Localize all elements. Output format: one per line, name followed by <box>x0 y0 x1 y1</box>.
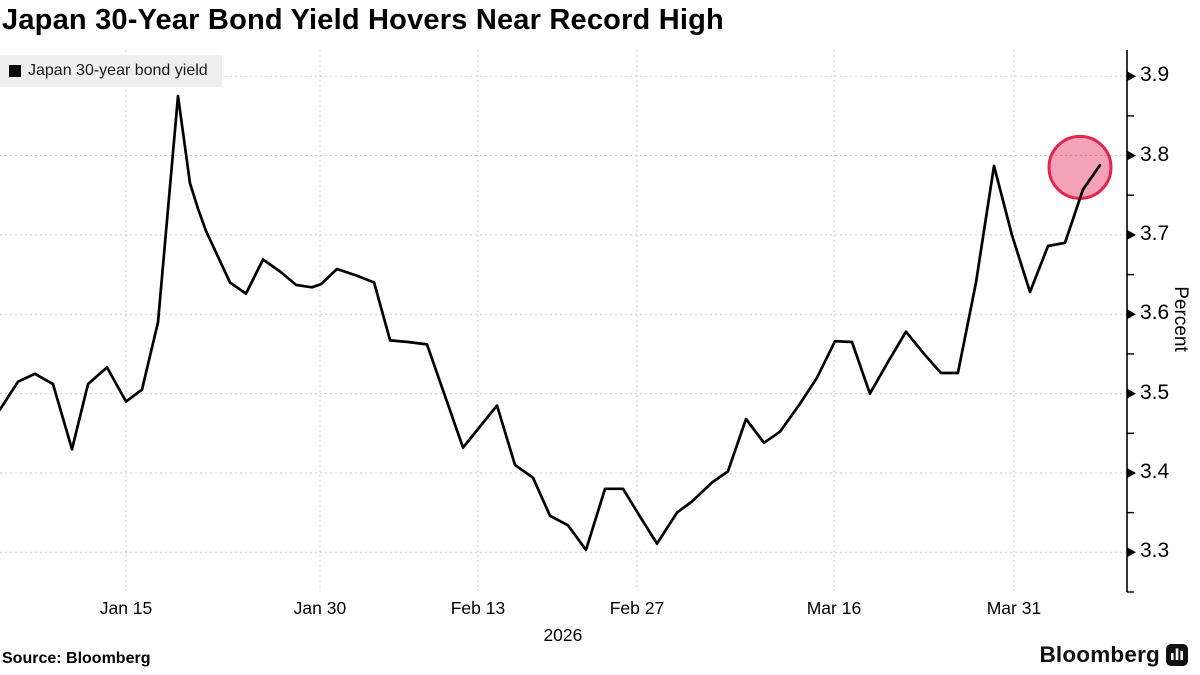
x-axis-tick-label: Feb 27 <box>609 598 665 618</box>
page-title: Japan 30-Year Bond Yield Hovers Near Rec… <box>2 4 724 36</box>
x-axis-tick-label: Feb 13 <box>450 598 506 618</box>
x-axis-tick-label: Mar 31 <box>986 598 1042 618</box>
y-axis-major-tick <box>1127 309 1136 320</box>
bloomberg-logo-icon <box>1166 644 1188 666</box>
y-axis-tick-label: 3.6 <box>1140 301 1170 325</box>
chart-legend: Japan 30-year bond yield <box>0 55 222 87</box>
y-axis-tick-label: 3.5 <box>1140 380 1170 404</box>
source-attribution: Source: Bloomberg <box>2 650 151 667</box>
x-axis-tick-label: Jan 15 <box>99 598 153 618</box>
y-axis-tick-label: 3.7 <box>1140 221 1170 245</box>
y-axis-tick-label: 3.4 <box>1140 459 1170 483</box>
y-axis-major-tick <box>1127 71 1136 82</box>
y-axis-tick-label: 3.3 <box>1140 539 1170 563</box>
y-axis-major-tick <box>1127 388 1136 399</box>
highlight-circle <box>1047 134 1113 200</box>
y-axis-major-tick <box>1127 468 1136 478</box>
y-axis-title: Percent <box>1170 286 1191 352</box>
x-axis-year-label: 2026 <box>543 625 583 645</box>
bloomberg-wordmark: Bloomberg <box>1039 642 1160 667</box>
yield-line <box>0 94 1102 552</box>
bloomberg-brand: Bloomberg <box>1039 642 1188 668</box>
x-axis-tick-label: Mar 16 <box>806 598 862 618</box>
legend-label: Japan 30-year bond yield <box>28 62 208 79</box>
y-axis-tick-label: 3.9 <box>1140 63 1170 87</box>
legend-swatch <box>9 65 21 77</box>
y-axis-major-tick <box>1127 547 1136 558</box>
y-axis-major-tick <box>1127 150 1136 161</box>
y-axis-major-tick <box>1127 229 1136 240</box>
y-axis-tick-label: 3.8 <box>1140 142 1170 166</box>
x-axis-tick-label: Jan 30 <box>293 598 347 618</box>
